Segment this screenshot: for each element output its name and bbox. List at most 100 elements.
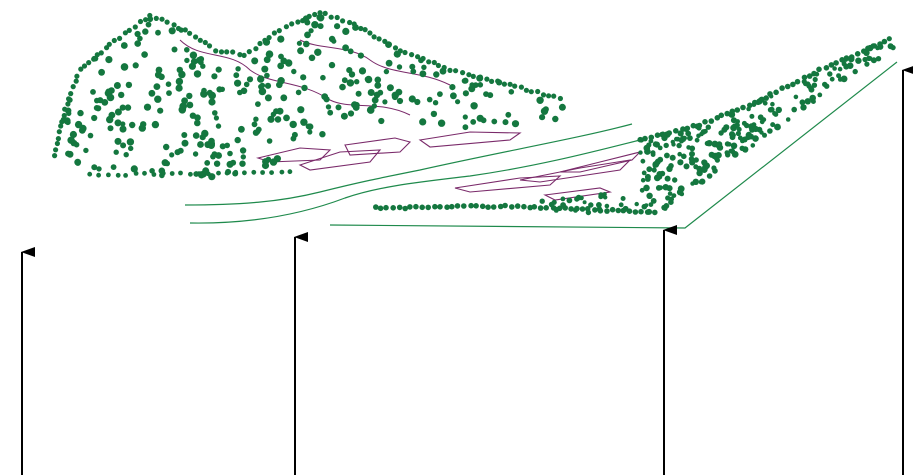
tree — [646, 142, 652, 148]
tree — [325, 104, 332, 110]
tree — [588, 202, 594, 208]
tree — [836, 73, 842, 79]
tree — [770, 101, 775, 107]
tree — [426, 59, 432, 65]
tree — [114, 119, 122, 127]
tree — [652, 141, 659, 148]
tree — [123, 152, 129, 158]
tree — [470, 102, 478, 110]
tree — [693, 164, 699, 170]
tree — [426, 96, 433, 103]
tree — [886, 36, 892, 42]
tree — [269, 170, 274, 176]
tree — [410, 68, 417, 75]
tree — [383, 204, 389, 211]
tree — [386, 41, 392, 47]
tree — [262, 158, 270, 166]
tree — [192, 151, 199, 157]
tree — [278, 53, 284, 60]
tree — [206, 89, 213, 96]
tree — [264, 72, 270, 79]
tree — [235, 66, 241, 72]
tree — [193, 34, 199, 40]
tree — [107, 125, 114, 132]
tree — [639, 187, 645, 193]
tree — [483, 91, 489, 97]
building — [298, 149, 382, 171]
tree — [714, 115, 721, 121]
tree — [280, 94, 288, 102]
tree — [490, 204, 497, 210]
tree — [347, 19, 353, 26]
tree — [269, 158, 278, 166]
tree — [432, 203, 438, 210]
tree — [67, 136, 75, 144]
tree — [178, 170, 183, 176]
tree — [132, 24, 138, 30]
tree — [677, 130, 684, 137]
tree — [431, 59, 437, 66]
tree — [740, 104, 746, 111]
tree — [301, 84, 308, 92]
tree — [757, 97, 764, 104]
tree — [816, 66, 822, 73]
tree — [328, 61, 336, 69]
tree — [671, 193, 677, 199]
tree — [105, 56, 113, 64]
tree — [609, 206, 616, 213]
tree — [715, 152, 722, 159]
road-edge — [184, 123, 633, 206]
tree — [267, 115, 275, 123]
tree — [308, 28, 314, 34]
tree — [736, 126, 742, 132]
tree — [663, 142, 669, 149]
tree — [230, 49, 236, 55]
tree — [794, 78, 801, 85]
tree — [264, 82, 272, 89]
tree — [433, 71, 440, 78]
tree — [239, 160, 246, 167]
tree — [63, 117, 71, 125]
tree — [106, 172, 111, 178]
tree — [683, 163, 690, 170]
tree — [334, 14, 340, 21]
tree — [662, 184, 669, 191]
tree — [572, 207, 579, 213]
tree — [615, 207, 622, 214]
tree — [688, 156, 695, 162]
tree — [91, 164, 98, 171]
tree — [646, 208, 653, 215]
tree — [106, 93, 115, 102]
tree — [735, 130, 742, 137]
tree — [582, 200, 587, 205]
tree — [240, 87, 248, 95]
tree — [66, 110, 72, 116]
tree — [277, 35, 285, 43]
contour — [179, 39, 411, 116]
tree — [685, 130, 692, 137]
tree — [444, 204, 450, 210]
tree — [508, 89, 515, 95]
tree — [320, 74, 326, 81]
tree — [543, 205, 549, 211]
tree — [305, 123, 312, 130]
tree — [728, 148, 733, 154]
tree — [295, 89, 302, 96]
tree — [243, 81, 250, 88]
tree — [677, 159, 684, 166]
tree — [87, 171, 93, 177]
tree — [126, 138, 135, 146]
tree — [164, 160, 170, 167]
tree — [407, 204, 413, 210]
tree — [192, 132, 200, 139]
tree — [159, 16, 165, 22]
tree — [642, 135, 648, 142]
tree — [59, 119, 65, 125]
tree — [106, 41, 112, 47]
building — [519, 159, 632, 183]
tree — [402, 49, 408, 56]
tree — [251, 169, 257, 175]
tree — [93, 105, 100, 111]
tree — [870, 57, 877, 64]
